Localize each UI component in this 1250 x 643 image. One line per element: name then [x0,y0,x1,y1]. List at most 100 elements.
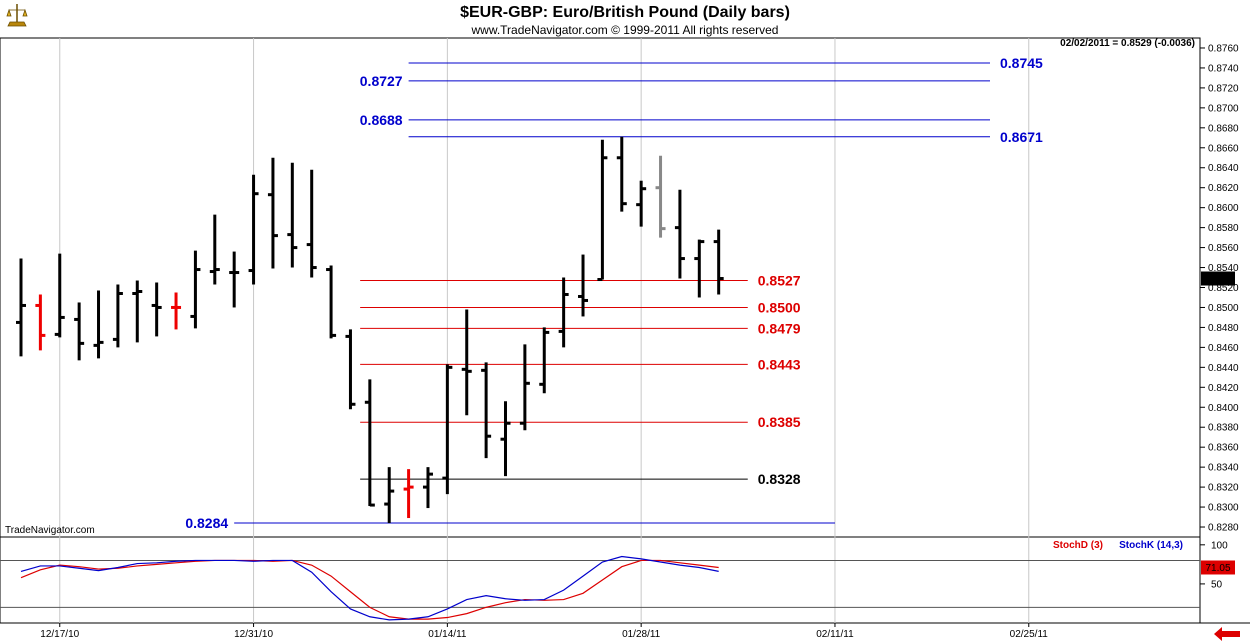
y-tick-label: 0.8660 [1208,143,1239,154]
ohlc-bar [539,327,550,394]
stoch-y-tick-label: 100 [1211,540,1228,551]
legend-stochk: StochK (14,3) [1119,540,1183,551]
ohlc-bar [287,162,298,268]
ohlc-bar [694,239,705,298]
level-label: 0.8671 [1000,129,1043,145]
price-y-axis: 0.8760 0.8740 0.8720 0.8700 0.8680 0.8660 0.86… [1200,43,1239,534]
level-label: 0.8500 [758,299,801,315]
ohlc-bar [209,214,220,285]
stochd-line [20,559,719,620]
ohlc-bar [229,251,240,308]
y-tick-label: 0.8280 [1208,523,1239,534]
legend-stochd: StochD (3) [1053,540,1103,551]
price-panel [0,37,1201,538]
y-tick-label: 0.8320 [1208,483,1239,494]
last-quote-readout: 02/02/2011 = 0.8529 (-0.0036) [1060,38,1195,49]
y-tick-label: 0.8500 [1208,303,1239,314]
y-tick-label: 0.8400 [1208,403,1239,414]
y-tick-label: 0.8580 [1208,223,1239,234]
ohlc-bar [74,302,85,361]
stoch-y-axis: 100 50 71.05 [1200,540,1235,590]
x-tick-label: 12/17/10 [40,629,79,640]
ohlc-bar [461,309,472,416]
level-label: 0.8527 [758,273,801,289]
ohlc-bar [306,169,317,278]
stoch-panel [0,536,1201,624]
y-tick-label: 0.8640 [1208,163,1239,174]
y-tick-label: 0.8340 [1208,463,1239,474]
level-label: 0.8328 [758,471,801,487]
last-price-box [1201,271,1235,286]
ohlc-bar [171,292,182,330]
ohlc-bar [364,379,375,507]
ohlc-bar [151,282,162,337]
price-bars [16,136,724,524]
stochastic-lines [20,555,719,621]
y-tick-label: 0.8600 [1208,203,1239,214]
level-label: 0.8443 [758,356,801,372]
y-tick-label: 0.8460 [1208,343,1239,354]
y-tick-label: 0.8300 [1208,503,1239,514]
y-tick-label: 0.8440 [1208,363,1239,374]
y-tick-label: 0.8680 [1208,123,1239,134]
ohlc-bar [112,284,123,348]
ohlc-bar [384,467,395,524]
level-label: 0.8727 [360,73,403,89]
y-tick-label: 0.8380 [1208,423,1239,434]
date-x-axis: 12/17/10 12/31/10 01/14/11 01/28/11 02/11/11… [40,623,1048,640]
ohlc-bar [93,290,104,359]
trade-navigator-logo[interactable] [4,4,30,28]
x-tick-label: 01/28/11 [622,629,661,640]
ohlc-bar [16,258,26,357]
ohlc-bar [558,277,569,348]
ohlc-bar [326,265,337,339]
ohlc-bar [597,139,608,282]
ohlc-bar [713,229,724,295]
level-label: 0.8479 [758,320,801,336]
ohlc-bar [345,329,356,410]
y-tick-label: 0.8700 [1208,103,1239,114]
level-label: 0.8688 [360,112,403,128]
y-tick-label: 0.8540 [1208,263,1239,274]
ohlc-bar [422,467,433,509]
ohlc-bar [132,280,143,343]
ohlc-bar [267,157,278,269]
ohlc-bar [616,136,627,212]
ohlc-bar [674,189,685,279]
stoch-y-tick-label: 50 [1211,579,1223,590]
x-tick-label: 02/11/11 [816,629,854,640]
chart-subtitle: www.TradeNavigator.com © 1999-2011 All r… [471,23,779,37]
y-tick-label: 0.8420 [1208,383,1239,394]
y-tick-label: 0.8560 [1208,243,1239,254]
ohlc-bar [500,401,511,477]
last-price-label: 0.8529 [1203,274,1234,285]
ohlc-bar [403,469,414,519]
stochk-line [20,555,719,621]
stoch-gridlines [0,537,1200,623]
ohlc-bar [54,253,65,338]
y-tick-label: 0.8620 [1208,183,1239,194]
watermark-label: TradeNavigator.com [5,525,95,536]
ohlc-bar [35,294,46,351]
ohlc-bar [442,364,453,495]
ohlc-bar [578,254,589,317]
y-tick-label: 0.8760 [1208,43,1239,54]
y-tick-label: 0.8480 [1208,323,1239,334]
x-tick-label: 12/31/10 [234,629,273,640]
level-label: 0.8745 [1000,55,1043,71]
ohlc-bar [190,250,201,329]
x-tick-label: 01/14/11 [428,629,467,640]
y-tick-label: 0.8720 [1208,83,1239,94]
x-tick-label: 02/25/11 [1010,629,1049,640]
y-tick-label: 0.8520 [1208,283,1239,294]
ohlc-bar [636,180,647,227]
scroll-left-arrow-icon[interactable] [1214,627,1240,641]
price-gridlines [59,38,1030,537]
stoch-last-value-label: 71.05 [1205,563,1230,574]
level-label: 0.8284 [185,515,228,531]
chart-title: $EUR-GBP: Euro/British Pound (Daily bars… [460,4,790,21]
y-tick-label: 0.8740 [1208,63,1239,74]
fib-level-lines: 0.8745 0.8727 0.8688 0.8671 0.8527 0.8500 0.84… [185,55,1043,531]
ohlc-bar [519,344,530,431]
